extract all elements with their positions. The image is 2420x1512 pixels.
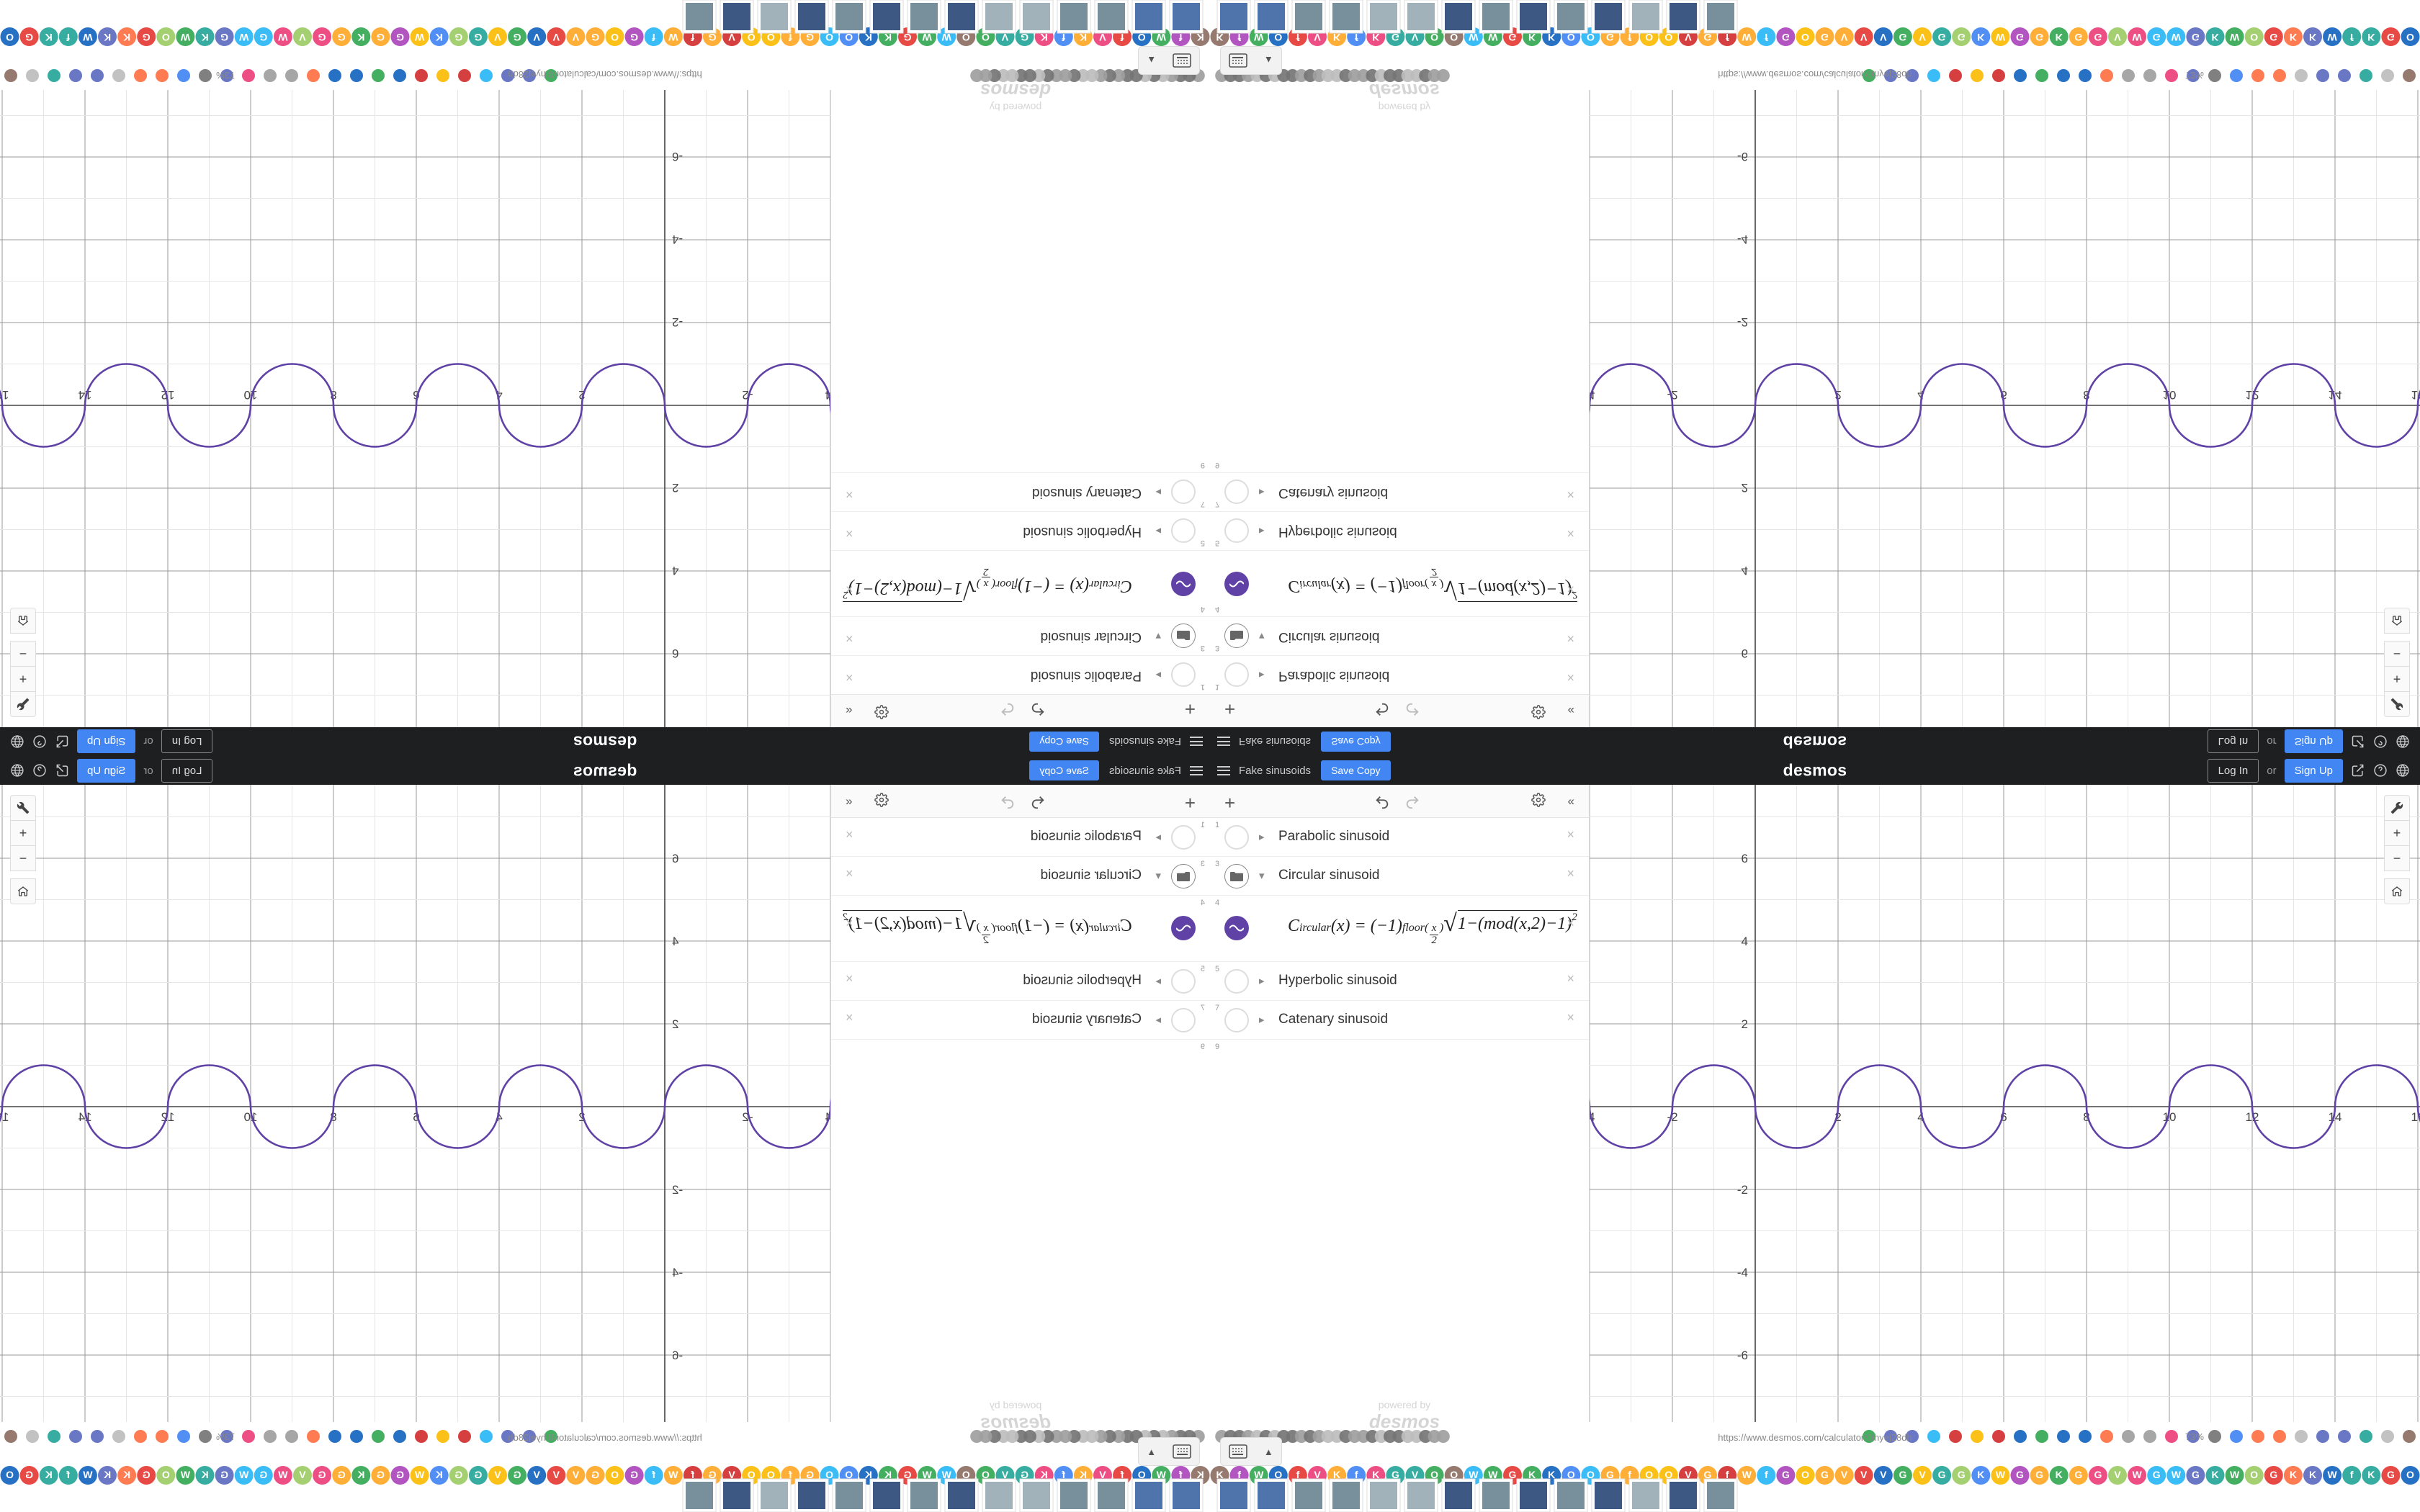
svg-text:4: 4 (672, 564, 678, 577)
svg-text:2: 2 (672, 481, 678, 495)
svg-text:-6: -6 (1737, 150, 1748, 163)
svg-text:6: 6 (1742, 852, 1748, 865)
svg-text:-6: -6 (672, 1349, 683, 1362)
svg-text:-2: -2 (672, 315, 683, 329)
svg-text:-4: -4 (1737, 233, 1748, 246)
svg-text:-4: -4 (672, 233, 683, 246)
svg-text:-6: -6 (1737, 1349, 1748, 1362)
svg-text:6: 6 (1742, 647, 1748, 660)
svg-text:-2: -2 (1737, 315, 1748, 329)
svg-text:2: 2 (1742, 481, 1748, 495)
svg-text:4: 4 (1742, 935, 1748, 948)
svg-text:4: 4 (672, 935, 678, 948)
svg-text:2: 2 (1742, 1017, 1748, 1031)
svg-text:-2: -2 (1737, 1183, 1748, 1197)
svg-text:-4: -4 (672, 1266, 683, 1279)
svg-text:4: 4 (1742, 564, 1748, 577)
svg-text:6: 6 (672, 647, 678, 660)
svg-text:2: 2 (672, 1017, 678, 1031)
svg-text:-2: -2 (672, 1183, 683, 1197)
svg-text:-6: -6 (672, 150, 683, 163)
svg-text:-4: -4 (1737, 1266, 1748, 1279)
svg-text:6: 6 (672, 852, 678, 865)
